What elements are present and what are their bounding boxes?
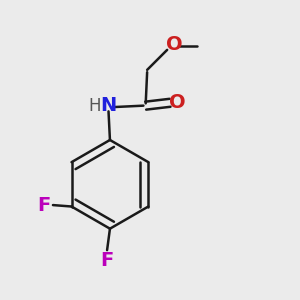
Text: O: O [169,93,185,112]
Text: O: O [166,34,183,54]
Text: H: H [88,97,101,115]
Text: N: N [100,96,117,115]
Text: F: F [100,251,114,270]
Text: F: F [38,196,51,214]
